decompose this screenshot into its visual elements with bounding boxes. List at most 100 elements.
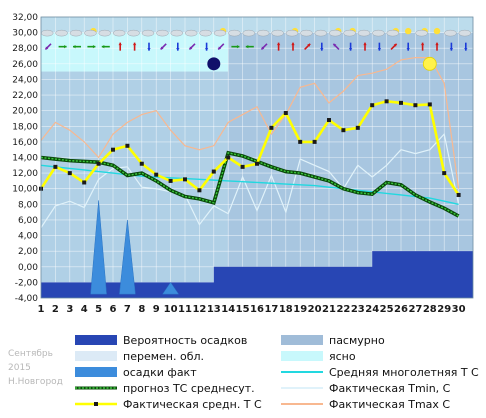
tmean-point: [125, 143, 130, 148]
weather-cloud-icon: [112, 29, 126, 37]
band-variable: [41, 71, 229, 298]
legend-label-tmean: Фактическая средн. Т С: [123, 398, 262, 411]
wind-arrowhead-icon: [348, 48, 353, 51]
x-tick-label: 10: [164, 304, 178, 315]
wind-arrowhead-icon: [435, 42, 439, 46]
x-tick-label: 11: [178, 304, 192, 315]
x-tick-label: 30: [452, 304, 466, 315]
legend-label-precip_fact: осадки факт: [123, 366, 197, 379]
x-tick-label: 1: [38, 304, 45, 315]
tmean-point: [283, 111, 288, 116]
legend: Вероятность осадков пасмурно перемен. обл.…: [75, 334, 479, 411]
tmean-point: [240, 164, 245, 169]
x-tick-label: 15: [236, 304, 250, 315]
wind-arrowhead-icon: [132, 42, 137, 46]
wind-arrowhead-icon: [261, 46, 265, 50]
axes: 32,0030,0028,0026,0024,0022,0020,0018,00…: [12, 13, 465, 315]
wind-arrowhead-icon: [406, 48, 410, 51]
tmean-point: [183, 177, 187, 182]
weather-cloud-icon: [184, 29, 198, 37]
legend-label-overcast: пасмурно: [329, 334, 385, 347]
x-tick-label: 22: [336, 304, 350, 315]
moon-icon: [207, 57, 221, 71]
wind-arrowhead-icon: [449, 48, 454, 51]
y-tick-label: 22,00: [12, 91, 38, 101]
legend-label-clear: ясно: [329, 350, 356, 363]
precip-fact-peak: [90, 200, 107, 295]
weather-cloud-icon: [228, 29, 241, 37]
wind-arrowhead-icon: [64, 44, 67, 49]
y-tick-label: 14,00: [12, 154, 38, 164]
weather-cloud-icon: [328, 29, 342, 37]
tmean-point: [442, 171, 447, 176]
weather-cloud-icon: [343, 29, 356, 37]
wind-arrowhead-icon: [420, 42, 425, 46]
y-tick-label: 18,00: [12, 122, 38, 132]
tmean-point: [168, 178, 173, 183]
wind-arrowhead-icon: [73, 44, 76, 49]
wind-arrowhead-icon: [393, 43, 397, 47]
weather-cloud-icon: [199, 29, 212, 37]
wind-arrowhead-icon: [218, 46, 222, 50]
y-tick-label: 0,00: [18, 263, 38, 273]
tmean-point: [327, 118, 331, 123]
watermark-month: Сентябрь: [8, 349, 53, 359]
wind-arrowhead-icon: [189, 46, 193, 50]
y-tick-label: 8,00: [18, 200, 38, 210]
x-tick-label: 21: [322, 304, 336, 315]
weather-cloud-icon: [357, 29, 371, 37]
wind-arrowhead-icon: [320, 48, 324, 51]
series-tmin-line: [40, 132, 460, 229]
y-tick-label: 10,00: [12, 185, 38, 195]
x-tick-label: 23: [351, 304, 365, 315]
x-tick-label: 18: [279, 304, 293, 315]
wind-arrowhead-icon: [160, 46, 164, 50]
x-tick-label: 14: [221, 304, 235, 315]
tmean-point: [312, 139, 317, 144]
wind-arrowhead-icon: [176, 48, 180, 51]
y-tick-label: 4,00: [18, 232, 38, 242]
plot-area: [39, 16, 474, 299]
x-tick-label: 9: [153, 304, 160, 315]
y-tick-label: 32,00: [12, 13, 38, 23]
tmean-point: [211, 169, 216, 174]
tmean-point: [67, 171, 72, 176]
legend-label-forecast: прогноз ТС среднесут.: [123, 382, 255, 395]
tmean-point: [96, 161, 101, 166]
wind-arrowhead-icon: [118, 42, 122, 46]
legend-swatch-tmean-point: [94, 402, 98, 406]
weather-cloud-icon: [141, 29, 155, 37]
weather-cloud-icon: [170, 29, 184, 37]
y-tick-label: 16,00: [12, 138, 38, 148]
y-tick-label: 24,00: [12, 75, 38, 85]
x-tick-label: 25: [380, 304, 394, 315]
x-tick-label: 17: [264, 304, 278, 315]
weather-cloud-icon: [69, 29, 83, 37]
weather-cloud-icon: [256, 29, 270, 37]
x-tick-label: 29: [437, 304, 451, 315]
sun-marker-icon: [422, 56, 437, 71]
series-climate-line: [40, 164, 459, 206]
x-tick-label: 28: [423, 304, 437, 315]
tmean-point: [111, 147, 115, 152]
x-tick-label: 7: [124, 304, 131, 315]
tmean-point: [255, 161, 259, 166]
weather-cloud-icon: [55, 29, 68, 37]
tmean-point: [413, 103, 418, 108]
weather-cloud-icon: [444, 29, 457, 37]
tmean-point: [370, 103, 375, 108]
wind-arrowhead-icon: [464, 48, 468, 51]
y-tick-label: 30,00: [12, 29, 38, 39]
x-tick-label: 6: [110, 304, 117, 315]
wind-arrowhead-icon: [245, 44, 249, 49]
wind-arrowhead-icon: [276, 42, 281, 46]
x-tick-label: 16: [250, 304, 264, 315]
weather-cloud-icon: [40, 29, 54, 37]
watermark-year: 2015: [8, 363, 31, 373]
x-tick-label: 26: [394, 304, 408, 315]
tmean-point: [197, 188, 202, 193]
x-tick-label: 19: [293, 304, 307, 315]
legend-swatch-clear: [281, 351, 323, 361]
precip-fact-peak: [162, 281, 180, 295]
